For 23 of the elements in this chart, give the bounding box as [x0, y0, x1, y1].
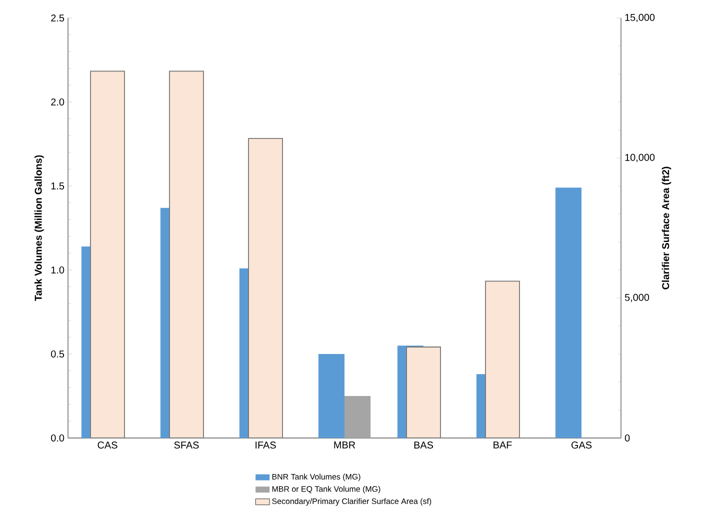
y-axis-title: Tank Volumes (Million Gallons)	[34, 155, 44, 302]
x-tick-label: IFAS	[256, 442, 276, 449]
y-tick-label: 1.0	[51, 266, 64, 274]
y-tick-label: 2.0	[51, 98, 64, 106]
y2-tick-label: 10,000	[625, 154, 655, 162]
x-tick-label: SFAS	[174, 442, 199, 449]
x-tick-label: BAF	[494, 442, 512, 448]
y-tick-label: 0.0	[51, 434, 64, 442]
y2-axis-title: Clarifier Surface Area (ft2)	[662, 166, 672, 290]
bar	[555, 188, 582, 438]
bar	[318, 354, 344, 438]
x-tick-label: MBR	[334, 442, 356, 448]
bar	[485, 280, 520, 438]
y2-tick-label: 5,000	[624, 294, 650, 302]
x-tick-label: BAS	[414, 442, 434, 449]
y2-tick-label: 0	[624, 434, 630, 442]
bar	[344, 396, 371, 438]
y2-tick-label: 15,000	[625, 14, 655, 22]
x-tick-label: CAS	[98, 442, 118, 449]
x-tick-label: GAS	[571, 442, 592, 449]
y-tick-label: 2.5	[51, 14, 64, 22]
y-tick-label: 1.5	[51, 182, 64, 190]
y-tick-label: 0.5	[51, 350, 64, 358]
